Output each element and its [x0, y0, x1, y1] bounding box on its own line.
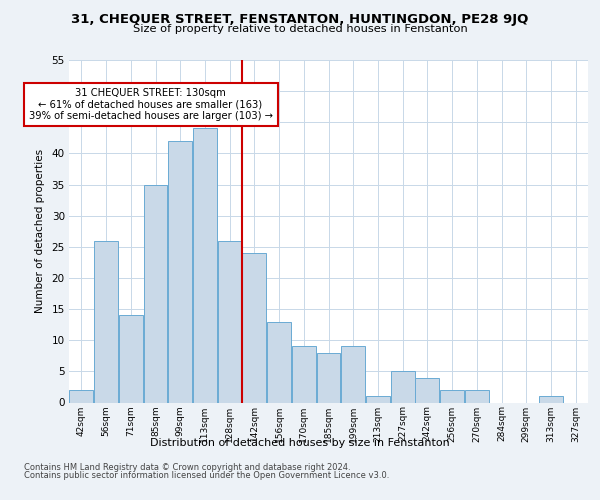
- Text: 31, CHEQUER STREET, FENSTANTON, HUNTINGDON, PE28 9JQ: 31, CHEQUER STREET, FENSTANTON, HUNTINGD…: [71, 12, 529, 26]
- Bar: [341, 346, 365, 403]
- Bar: [415, 378, 439, 402]
- Bar: [292, 346, 316, 403]
- Bar: [218, 240, 242, 402]
- Bar: [119, 316, 143, 402]
- Bar: [317, 352, 340, 403]
- Text: Size of property relative to detached houses in Fenstanton: Size of property relative to detached ho…: [133, 24, 467, 34]
- Bar: [143, 184, 167, 402]
- Bar: [366, 396, 390, 402]
- Bar: [242, 253, 266, 402]
- Bar: [440, 390, 464, 402]
- Text: Distribution of detached houses by size in Fenstanton: Distribution of detached houses by size …: [150, 438, 450, 448]
- Bar: [94, 240, 118, 402]
- Bar: [168, 141, 192, 403]
- Bar: [539, 396, 563, 402]
- Bar: [391, 372, 415, 402]
- Text: Contains HM Land Registry data © Crown copyright and database right 2024.: Contains HM Land Registry data © Crown c…: [24, 462, 350, 471]
- Bar: [465, 390, 489, 402]
- Bar: [267, 322, 291, 402]
- Text: 31 CHEQUER STREET: 130sqm
← 61% of detached houses are smaller (163)
39% of semi: 31 CHEQUER STREET: 130sqm ← 61% of detac…: [29, 88, 272, 121]
- Bar: [70, 390, 94, 402]
- Bar: [193, 128, 217, 402]
- Text: Contains public sector information licensed under the Open Government Licence v3: Contains public sector information licen…: [24, 472, 389, 480]
- Y-axis label: Number of detached properties: Number of detached properties: [35, 149, 44, 314]
